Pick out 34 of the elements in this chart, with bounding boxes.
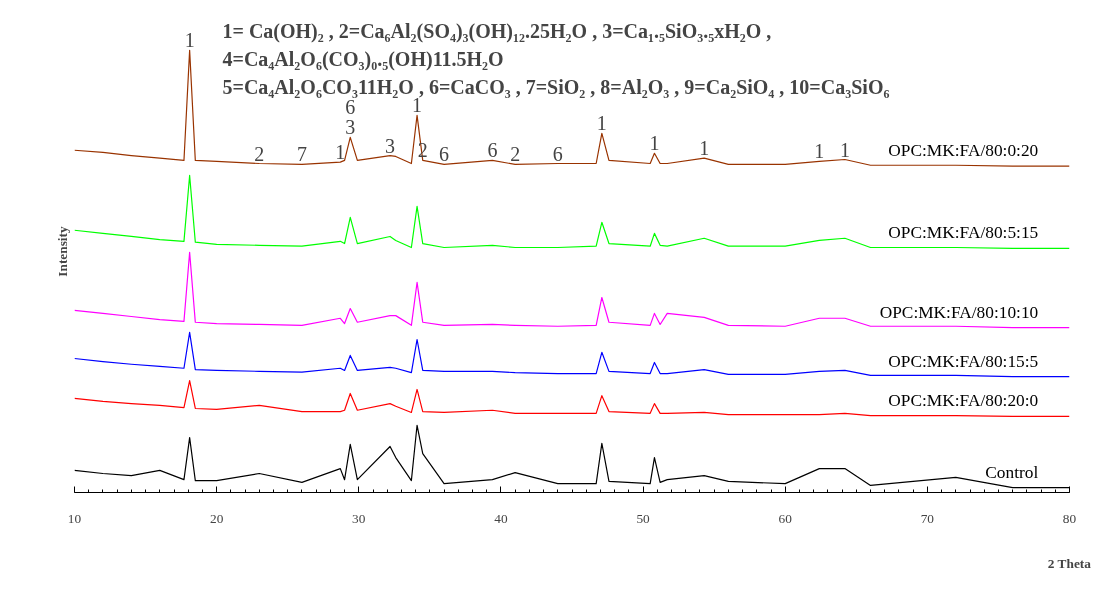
- series-label: OPC:MK:FA/80:10:10: [879, 302, 1039, 322]
- annotation: 6: [487, 139, 498, 162]
- annotation: 5=Ca₄Al₂O₆CO₃11H₂O , 6=CaCO₃ , 7=SiO₂ , 8=Al₂O₃ , 9=Ca₂SiO₄ , 10=Ca₃SiO₆: [222, 75, 890, 98]
- annotation: 1: [184, 29, 195, 52]
- x-tick-label: 60: [778, 510, 793, 526]
- x-tick-label: 80: [1062, 510, 1077, 526]
- annotation: 1: [814, 140, 825, 163]
- annotation: 1: [649, 132, 660, 155]
- series-label: OPC:MK:FA/80:15:5: [888, 351, 1039, 371]
- annotation: 4=Ca₄Al₂O₆(CO₃)₀.₅(OH)11.5H₂O: [222, 47, 504, 71]
- x-axis-title: 2 Theta: [1047, 555, 1092, 571]
- annotation: 3: [345, 116, 356, 139]
- annotation: 7: [296, 143, 307, 166]
- annotation: 1: [596, 112, 607, 135]
- series-label: OPC:MK:FA/80:0:20: [888, 141, 1039, 161]
- annotation: 6: [439, 143, 450, 166]
- annotation: 1: [699, 137, 710, 160]
- annotation: 2: [254, 142, 265, 165]
- annotation: 1: [839, 138, 850, 161]
- x-tick-label: 70: [920, 510, 935, 526]
- x-tick-label: 10: [67, 510, 82, 526]
- series-label: OPC:MK:FA/80:20:0: [888, 391, 1039, 411]
- x-tick-label: 40: [494, 510, 508, 526]
- y-axis-title: Intensity: [54, 225, 70, 277]
- x-tick-label: 30: [352, 510, 366, 526]
- text: 1= Ca(OH)₂ , 2=Ca₆Al₂(SO₄)₃(OH)₁₂.25H₂O , 3=Ca₁.₅SiO₃.₅xH₂O ,: [222, 19, 772, 43]
- x-tick-label: 50: [636, 510, 651, 526]
- annotation: 2: [510, 143, 521, 166]
- annotation: 3: [385, 134, 396, 157]
- annotation: 6: [552, 142, 563, 165]
- series-label: Control: [985, 462, 1039, 482]
- series-label: OPC:MK:FA/80:5:15: [888, 223, 1039, 243]
- x-tick-label: 20: [209, 510, 224, 526]
- annotation: 1: [335, 141, 346, 164]
